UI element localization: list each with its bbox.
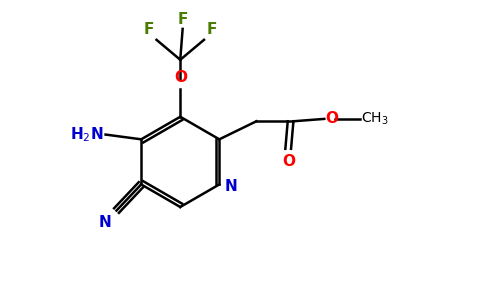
- Text: O: O: [282, 154, 295, 169]
- Text: H$_2$N: H$_2$N: [70, 125, 103, 144]
- Text: N: N: [225, 179, 238, 194]
- Text: N: N: [99, 215, 112, 230]
- Text: O: O: [174, 70, 187, 86]
- Text: F: F: [206, 22, 217, 38]
- Text: F: F: [144, 22, 154, 38]
- Text: O: O: [325, 111, 338, 126]
- Text: CH$_3$: CH$_3$: [361, 111, 389, 127]
- Text: F: F: [178, 11, 188, 26]
